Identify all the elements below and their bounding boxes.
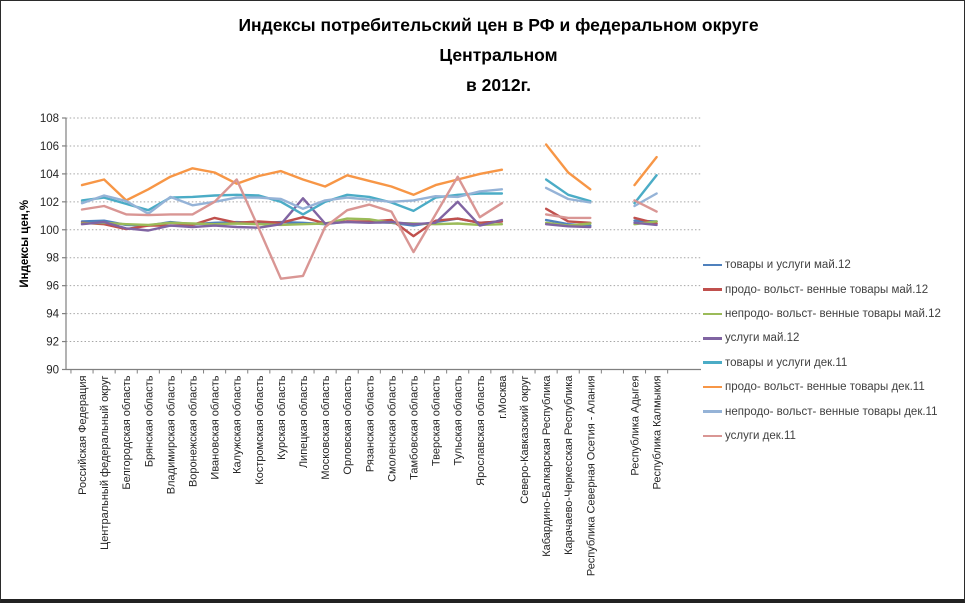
- legend-item-label: услуги май.12: [725, 332, 800, 345]
- x-category-label: Республика Адыгея: [630, 375, 642, 475]
- legend-item-label: непродо- вольст- венные товары май.12: [725, 307, 941, 320]
- x-category-label: Брянская область: [143, 375, 155, 467]
- legend-item: товары и услуги дек.11: [703, 351, 961, 375]
- series-line-3: [544, 223, 592, 229]
- series-line-5: [80, 167, 504, 202]
- series-line-6: [544, 186, 592, 204]
- x-category-label: Ярославская область: [475, 375, 487, 486]
- x-category-label: Воронежская область: [188, 375, 200, 487]
- legend-item-label: товары и услуги дек.11: [725, 356, 848, 369]
- y-tick-label: 102: [40, 197, 59, 209]
- series-line-4: [80, 192, 504, 216]
- series-line-5: [544, 143, 592, 191]
- series-line-4: [633, 174, 658, 205]
- legend-item: непродо- вольст- венные товары май.12: [703, 302, 961, 326]
- series-line-3: [633, 221, 658, 227]
- legend-item: продо- вольст- венные товары дек.11: [703, 375, 961, 399]
- y-tick-label: 92: [46, 337, 59, 349]
- x-category-label: Республика Северная Осетия - Алания: [585, 375, 597, 576]
- legend-item: услуги май.12: [703, 326, 961, 350]
- x-category-label: Ивановская область: [210, 375, 222, 479]
- chart-title-line-1: Индексы потребительский цен в РФ и федер…: [238, 15, 759, 35]
- legend-key-line: [703, 385, 722, 389]
- legend-key-line: [703, 263, 722, 267]
- x-category-label: Карачаево-Черкесская Республика: [563, 375, 575, 555]
- series-line-7: [544, 213, 592, 220]
- y-tick-label: 96: [46, 281, 59, 293]
- legend-key-line: [703, 312, 722, 316]
- series-line-6: [633, 192, 658, 208]
- y-tick-label: 94: [46, 309, 59, 321]
- y-tick-label: 90: [46, 365, 59, 377]
- y-tick-label: 100: [40, 225, 59, 237]
- x-category-label: Орловская область: [342, 375, 354, 474]
- legend: товары и услуги май.12 продо- вольст- вен…: [703, 253, 961, 448]
- legend-key-line: [703, 410, 722, 413]
- x-category-label: Центральный федеральный округ: [99, 376, 111, 550]
- legend-key-line: [703, 434, 722, 438]
- x-category-label: Российская Федерация: [77, 375, 89, 494]
- legend-item: непродо- вольст- венные товары дек.11: [703, 399, 961, 423]
- x-category-label: Калужская область: [232, 375, 244, 474]
- x-category-label: Московская область: [320, 375, 332, 479]
- x-category-label: г.Москва: [497, 375, 509, 419]
- x-category-label: Курская область: [276, 375, 288, 460]
- x-category-label: Кабардино-Балкарская Республика: [541, 375, 553, 557]
- y-tick-label: 104: [40, 169, 60, 181]
- series-line-5: [633, 155, 658, 187]
- series-line-6: [80, 188, 504, 215]
- legend-item: товары и услуги май.12: [703, 253, 961, 277]
- x-category-label: Костромская область: [254, 375, 266, 485]
- chart-title: Индексы потребительский цен в РФ и федер…: [31, 10, 964, 100]
- x-category-label: Смоленская область: [386, 375, 398, 482]
- legend-key-line: [703, 288, 722, 291]
- legend-item: услуги дек.11: [703, 424, 961, 448]
- y-axis-title: Индексы цен,%: [19, 200, 31, 288]
- series-line-1: [544, 207, 592, 224]
- x-category-label: Владимирская область: [165, 375, 177, 494]
- series-line-7: [80, 175, 504, 280]
- x-category-label: Тульская область: [453, 375, 465, 465]
- y-tick-label: 106: [40, 141, 59, 153]
- x-category-label: Республика Калмыкия: [652, 375, 664, 489]
- chart-title-line-2: Центральном: [439, 45, 558, 65]
- series-line-4: [544, 178, 592, 203]
- legend-item-label: продо- вольст- венные товары дек.11: [725, 381, 925, 394]
- x-category-label: Рязанская область: [364, 375, 376, 472]
- legend-key-line: [703, 361, 722, 365]
- legend-item-label: продо- вольст- венные товары май.12: [725, 283, 929, 296]
- x-category-label: Тамбовская область: [409, 375, 421, 480]
- legend-key-line: [703, 337, 722, 340]
- y-tick-label: 98: [46, 253, 59, 265]
- legend-item-label: услуги дек.11: [725, 429, 796, 442]
- x-category-label: Белгородская область: [121, 375, 133, 489]
- x-category-label: Тверская область: [431, 375, 443, 466]
- x-category-label: Северо-Кавказский округ: [519, 376, 531, 504]
- legend-item: продо- вольст- венные товары май.12: [703, 277, 961, 301]
- legend-item-label: товары и услуги май.12: [725, 259, 851, 272]
- legend-item-label: непродо- вольст- венные товары дек.11: [725, 405, 938, 418]
- x-category-label: Липецкая область: [298, 375, 310, 468]
- y-tick-label: 108: [40, 113, 59, 125]
- series-line-7: [633, 199, 658, 213]
- chart-title-line-3: в 2012г.: [466, 75, 531, 95]
